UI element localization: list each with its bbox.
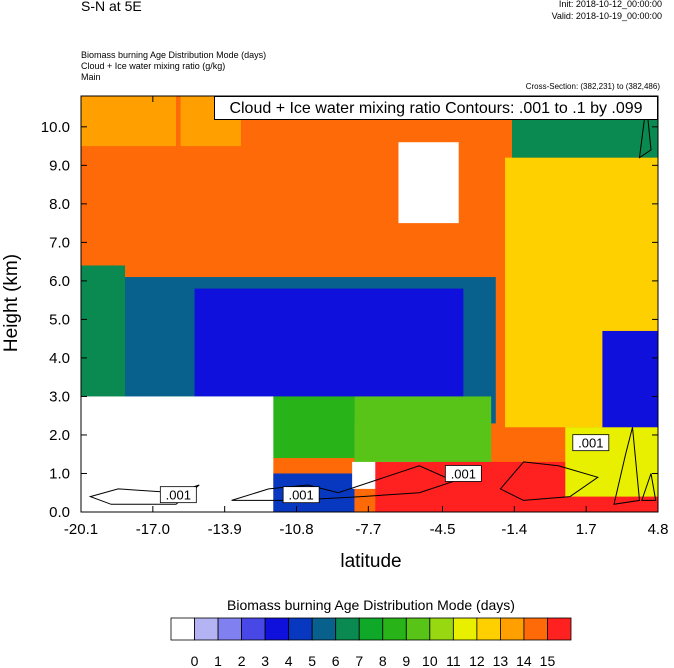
contour-tag-label: .001 xyxy=(288,488,313,503)
contour-tag-label: .001 xyxy=(451,466,476,481)
y-tick-label: 4.0 xyxy=(49,350,70,367)
x-tick-label: 1.7 xyxy=(576,521,597,538)
y-tick-label: 1.0 xyxy=(49,465,70,482)
colorbar-swatch xyxy=(523,617,548,641)
colorbar-label: 2 xyxy=(238,653,246,668)
x-tick-label: -7.7 xyxy=(355,521,381,538)
y-tick-label: 8.0 xyxy=(49,196,70,213)
colorbar-label: 8 xyxy=(379,653,387,668)
colorbar-label: 11 xyxy=(446,653,461,668)
colorbar-label: 5 xyxy=(308,653,316,668)
contour-tag: .001 xyxy=(572,434,610,452)
contour-line xyxy=(613,427,641,505)
field-label: Biomass burning Age Distribution Mode (d… xyxy=(81,50,267,60)
plot-title: S-N at 5E xyxy=(81,0,142,14)
shaded-region xyxy=(194,288,464,397)
shaded-region xyxy=(81,96,177,147)
x-tick-label: -1.4 xyxy=(501,521,527,538)
shaded-region xyxy=(602,330,658,428)
contour-tag: .001 xyxy=(282,486,320,504)
colorbar-swatch xyxy=(429,617,454,641)
field-label: Cloud + Ice water mixing ratio (g/kg) xyxy=(81,61,226,71)
x-tick-label: -4.5 xyxy=(430,521,456,538)
colorbar-label: 3 xyxy=(261,653,269,668)
contour-line xyxy=(499,461,599,501)
colorbar-swatch xyxy=(170,617,195,641)
colorbar-swatch xyxy=(288,617,313,641)
y-axis-label: Height (km) xyxy=(1,253,22,353)
colorbar-swatch xyxy=(382,617,407,641)
colorbar-label: 10 xyxy=(422,653,438,668)
colorbar-label: 1 xyxy=(214,653,222,668)
y-tick-label: 2.0 xyxy=(49,427,70,444)
contour-tag: .001 xyxy=(444,465,482,482)
init-time: Init: 2018-10-12_00:00:00 xyxy=(558,0,662,9)
contour-line xyxy=(641,473,657,501)
y-tick-label: 3.0 xyxy=(49,388,70,405)
colorbar-swatch xyxy=(194,617,219,641)
y-tick-label: 0.0 xyxy=(49,504,70,521)
contour-line xyxy=(88,484,200,505)
colorbar-swatch xyxy=(358,617,384,641)
colorbar-swatch xyxy=(311,617,337,641)
colorbar-label: 12 xyxy=(469,653,485,668)
x-tick-label: -10.8 xyxy=(279,521,313,538)
colorbar-label: 15 xyxy=(540,653,556,668)
colorbar-swatch xyxy=(500,617,525,641)
x-tick-label: -20.1 xyxy=(64,521,98,538)
shaded-region xyxy=(398,142,459,224)
contour-line xyxy=(638,103,652,159)
colorbar-label: 14 xyxy=(516,653,532,668)
field-label: Main xyxy=(81,72,101,82)
y-tick-label: 10.0 xyxy=(41,119,70,136)
colorbar-label: 7 xyxy=(355,653,363,668)
colorbar-label: 4 xyxy=(285,653,293,668)
colorbar-swatch xyxy=(217,617,242,641)
x-tick-label: -13.9 xyxy=(208,521,242,538)
colorbar-swatch xyxy=(476,617,501,641)
y-tick-label: 9.0 xyxy=(49,157,70,174)
contour-tag: .001 xyxy=(159,486,197,504)
colorbar-title: Biomass burning Age Distribution Mode (d… xyxy=(227,597,515,613)
cross-section-label: Cross-Section: (382,231) to (382,486) xyxy=(525,82,660,91)
y-tick-label: 5.0 xyxy=(49,311,70,328)
colorbar-label: 0 xyxy=(191,653,199,668)
y-tick-label: 6.0 xyxy=(49,273,70,290)
x-tick-label: 4.8 xyxy=(648,521,669,538)
colorbar-label: 9 xyxy=(402,653,410,668)
colorbar-swatch xyxy=(547,617,572,641)
contour-tag-label: .001 xyxy=(578,436,603,451)
contour-tag-label: .001 xyxy=(166,488,191,503)
contour-lines: .001 .001 .001 .001 xyxy=(88,103,657,505)
colorbar-swatch xyxy=(405,617,431,641)
x-axis-label: latitude xyxy=(340,551,402,572)
shaded-region xyxy=(81,265,126,405)
valid-time: Valid: 2018-10-19_00:00:00 xyxy=(551,11,662,21)
colorbar-swatch xyxy=(452,617,478,641)
shaded-region xyxy=(354,396,492,474)
y-tick-label: 7.0 xyxy=(49,234,70,251)
colorbar-label: 13 xyxy=(493,653,509,668)
x-tick-label: -17.0 xyxy=(136,521,170,538)
colorbar-label: 6 xyxy=(332,653,340,668)
colorbar-swatch xyxy=(241,617,266,641)
contour-legend: Cloud + Ice water mixing ratio Contours:… xyxy=(214,96,658,120)
colorbar-swatch xyxy=(264,617,290,641)
colorbar-swatch xyxy=(335,617,360,641)
